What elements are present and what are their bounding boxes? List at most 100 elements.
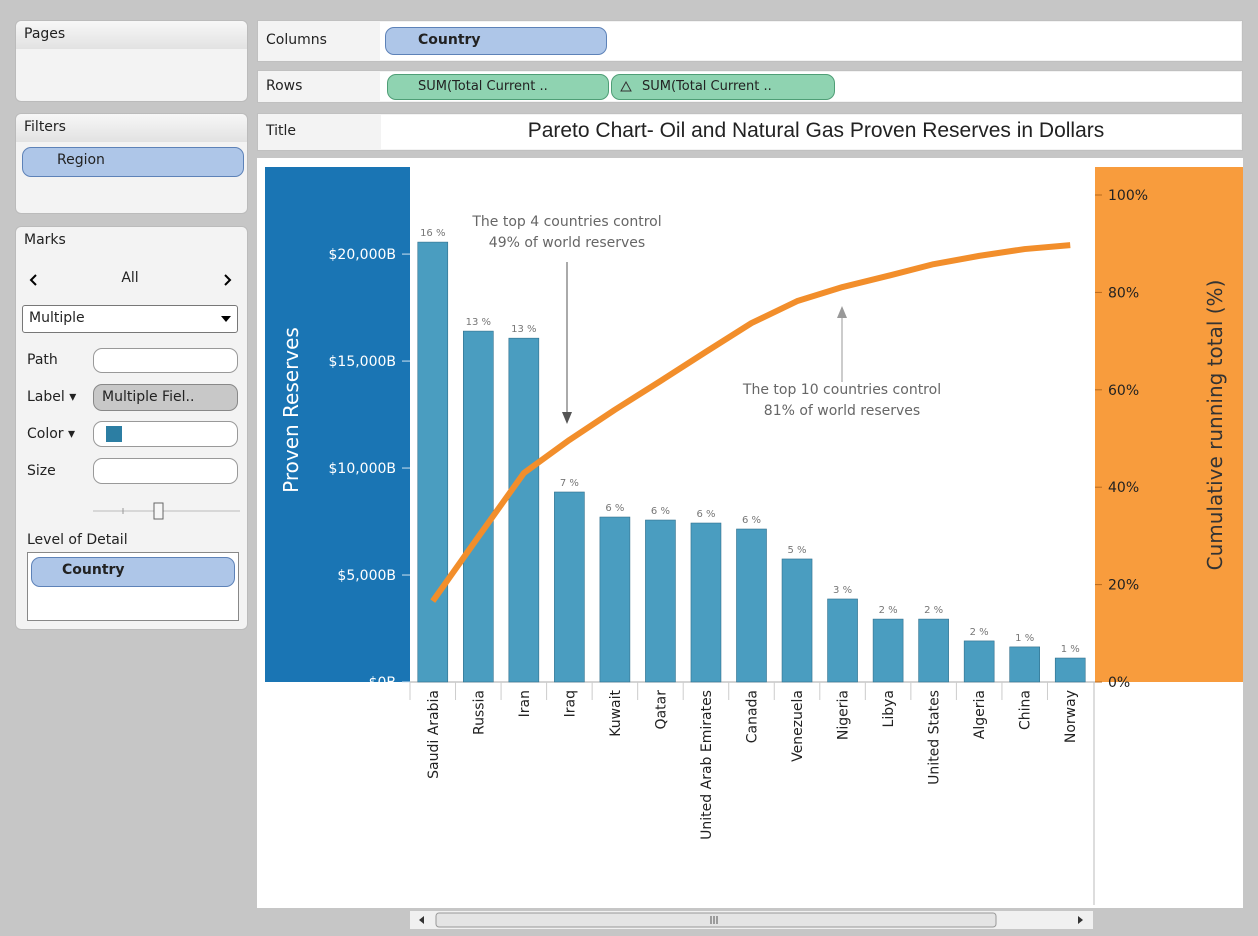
annotation: 49% of world reserves bbox=[489, 235, 645, 251]
marks-all: All bbox=[121, 270, 139, 286]
x-tick-label: Norway bbox=[1063, 690, 1079, 743]
x-tick-label: Algeria bbox=[972, 690, 988, 739]
lod-pill[interactable]: Country bbox=[31, 557, 235, 587]
bar bbox=[462, 330, 494, 683]
x-tick-label: Iraq bbox=[562, 690, 578, 717]
columns-label: Columns bbox=[266, 32, 327, 48]
mark-type: Multiple bbox=[29, 310, 85, 326]
data-label: 1 % bbox=[1061, 644, 1080, 655]
filter-pill[interactable]: Region bbox=[22, 147, 244, 177]
columns-pill[interactable]: Country bbox=[385, 27, 607, 55]
y-tick-label: $20,000B bbox=[329, 247, 397, 263]
scroll-grip bbox=[710, 916, 718, 924]
y2-tick-label: 100% bbox=[1108, 188, 1148, 204]
pages-header: Pages bbox=[16, 21, 247, 49]
x-tick-label: Russia bbox=[471, 690, 487, 735]
y2-tick-label: 20% bbox=[1108, 578, 1139, 594]
annotation: The top 10 countries control bbox=[742, 382, 941, 398]
size-field[interactable] bbox=[93, 458, 238, 484]
data-label: 13 % bbox=[511, 324, 536, 335]
x-tick-label: United States bbox=[927, 690, 943, 785]
bar bbox=[417, 241, 449, 683]
data-label: 6 % bbox=[605, 503, 624, 514]
annotation: The top 4 countries control bbox=[471, 214, 661, 230]
data-label: 2 % bbox=[970, 627, 989, 638]
bar bbox=[781, 558, 813, 683]
path-field[interactable] bbox=[93, 348, 238, 373]
color-field[interactable] bbox=[93, 421, 238, 447]
annotation: 81% of world reserves bbox=[764, 403, 920, 419]
x-tick-label: Iran bbox=[517, 690, 533, 717]
data-label: 7 % bbox=[560, 478, 579, 489]
x-tick-label: Nigeria bbox=[836, 690, 852, 740]
color-text: Color bbox=[27, 426, 64, 442]
bar bbox=[827, 598, 858, 683]
y2-tick-label: 40% bbox=[1108, 480, 1139, 496]
data-label: 1 % bbox=[1015, 633, 1034, 644]
y2-tick-label: 0% bbox=[1108, 675, 1130, 691]
label-pill[interactable]: Multiple Fiel.. bbox=[93, 384, 238, 411]
bar bbox=[918, 618, 949, 683]
marks-nav-arrows[interactable] bbox=[28, 272, 238, 288]
data-label: 16 % bbox=[420, 228, 445, 239]
size-slider[interactable] bbox=[93, 500, 240, 522]
y2-tick-label: 80% bbox=[1108, 285, 1139, 301]
y-tick-label: $5,000B bbox=[337, 568, 396, 584]
x-tick-label: China bbox=[1018, 690, 1034, 730]
x-tick-label: Libya bbox=[881, 690, 897, 727]
label-text: Label bbox=[27, 389, 65, 405]
bar bbox=[963, 640, 995, 683]
data-label: 6 % bbox=[742, 515, 761, 526]
pages-card: Pages bbox=[15, 20, 248, 102]
x-tick-label: Kuwait bbox=[608, 689, 624, 736]
x-tick-label: United Arab Emirates bbox=[699, 690, 715, 840]
bar bbox=[1009, 646, 1041, 683]
scrollbar-thumb[interactable] bbox=[435, 912, 997, 928]
delta-icon bbox=[620, 81, 632, 92]
rows-label: Rows bbox=[266, 78, 303, 94]
rows-pill-text: SUM(Total Current .. bbox=[642, 79, 772, 94]
size-label: Size bbox=[27, 463, 56, 479]
label-label[interactable]: Label ▾ bbox=[27, 389, 77, 405]
annotation-arrowhead bbox=[837, 306, 847, 318]
bar bbox=[554, 491, 585, 683]
color-swatch bbox=[106, 426, 122, 442]
data-label: 6 % bbox=[696, 509, 715, 520]
rows-pill[interactable]: SUM(Total Current .. bbox=[611, 74, 835, 100]
cumulative-line bbox=[430, 242, 1071, 603]
bar bbox=[599, 516, 631, 683]
bar bbox=[508, 337, 540, 683]
data-label: 2 % bbox=[879, 605, 898, 616]
title-label: Title bbox=[266, 123, 297, 139]
marks-header: Marks bbox=[24, 232, 66, 248]
data-label: 2 % bbox=[924, 605, 943, 616]
y-axis-title: Proven Reserves bbox=[279, 327, 303, 493]
y2-axis-title: Cumulative running total (%) bbox=[1203, 280, 1227, 571]
path-label: Path bbox=[27, 352, 58, 368]
right-axis-panel bbox=[1095, 167, 1243, 682]
x-tick-label: Saudi Arabia bbox=[426, 690, 442, 779]
bar bbox=[690, 522, 722, 683]
bar bbox=[736, 528, 767, 683]
bar bbox=[645, 519, 676, 683]
x-tick-label: Canada bbox=[745, 690, 761, 743]
left-axis-panel bbox=[265, 167, 410, 682]
rows-pill[interactable]: SUM(Total Current .. bbox=[387, 74, 609, 100]
y-tick-label: $10,000B bbox=[329, 461, 397, 477]
data-label: 5 % bbox=[788, 545, 807, 556]
color-label[interactable]: Color ▾ bbox=[27, 426, 76, 442]
filters-header: Filters bbox=[16, 114, 247, 142]
chart-title: Pareto Chart- Oil and Natural Gas Proven… bbox=[381, 115, 1241, 149]
dropdown-arrow bbox=[221, 316, 231, 322]
x-tick-label: Venezuela bbox=[790, 690, 806, 762]
bar bbox=[1054, 657, 1086, 683]
x-tick-label: Qatar bbox=[653, 690, 669, 730]
lod-label: Level of Detail bbox=[27, 532, 128, 548]
data-label: 13 % bbox=[466, 317, 491, 328]
data-label: 6 % bbox=[651, 506, 670, 517]
y-tick-label: $15,000B bbox=[329, 354, 397, 370]
mark-type-dropdown[interactable]: Multiple bbox=[22, 305, 238, 333]
annotation-arrowhead bbox=[562, 412, 572, 424]
